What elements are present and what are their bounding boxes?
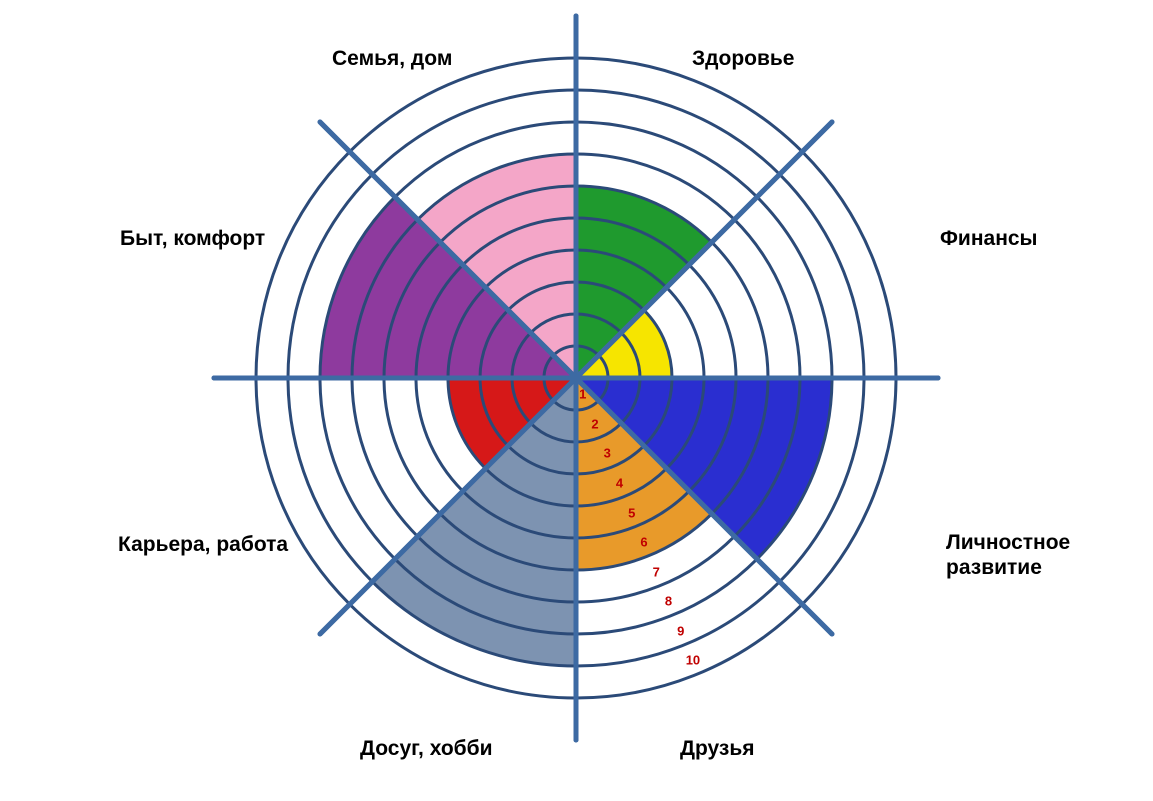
ring-number-2: 2 <box>591 416 598 431</box>
ring-number-1: 1 <box>579 387 586 402</box>
ring-number-8: 8 <box>665 594 672 609</box>
ring-number-7: 7 <box>653 564 660 579</box>
wheel-svg <box>0 0 1153 801</box>
label-hobby: Досуг, хобби <box>360 736 493 761</box>
label-friends: Друзья <box>680 736 755 761</box>
label-comfort: Быт, комфорт <box>120 226 265 251</box>
life-wheel-chart: Здоровье Финансы Личностное развитие Друзья… <box>0 0 1153 801</box>
label-finance: Финансы <box>940 226 1038 251</box>
ring-number-10: 10 <box>686 653 700 668</box>
ring-number-6: 6 <box>640 535 647 550</box>
label-personal: Личностное развитие <box>946 530 1070 580</box>
label-career: Карьера, работа <box>118 532 288 557</box>
label-family: Семья, дом <box>332 46 452 71</box>
ring-number-9: 9 <box>677 623 684 638</box>
ring-number-5: 5 <box>628 505 635 520</box>
ring-number-4: 4 <box>616 475 623 490</box>
label-health: Здоровье <box>692 46 794 71</box>
ring-number-3: 3 <box>604 446 611 461</box>
